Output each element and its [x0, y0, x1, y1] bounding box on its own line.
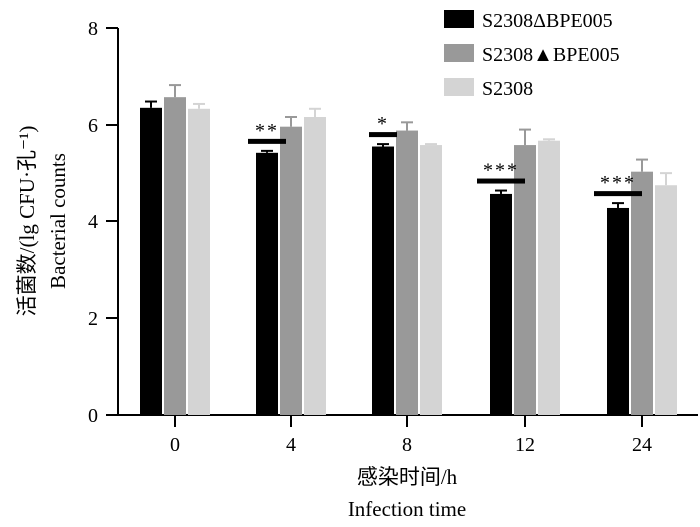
bar	[140, 107, 162, 415]
legend-swatch	[444, 78, 474, 96]
y-axis-title-cn: 活菌数/(lg CFU·孔⁻¹)	[15, 126, 39, 317]
legend: S2308ΔBPE005 S2308▲BPE005 S2308	[444, 10, 620, 100]
bar	[164, 97, 186, 416]
legend-label: S2308ΔBPE005	[482, 10, 613, 32]
bar	[607, 207, 629, 415]
bar	[304, 117, 326, 415]
y-tick-label: 6	[88, 115, 98, 137]
significance-label: **	[255, 120, 279, 142]
bar	[514, 145, 536, 415]
bar	[490, 193, 512, 415]
bar	[188, 108, 210, 415]
bar	[655, 185, 677, 415]
significance-bar	[248, 138, 286, 144]
x-tick-label: 12	[515, 434, 535, 456]
x-tick-label: 4	[286, 434, 296, 456]
x-tick-label: 0	[170, 434, 180, 456]
significance-bar	[477, 178, 525, 184]
x-ticks: 0 4 8 12 24	[170, 415, 652, 456]
legend-swatch	[444, 10, 474, 28]
bar	[280, 126, 302, 415]
significance-label: ***	[483, 160, 519, 182]
x-tick-label: 24	[632, 434, 652, 456]
legend-swatch	[444, 44, 474, 62]
y-tick-label: 2	[88, 308, 98, 330]
x-axis-title-en: Infection time	[348, 497, 466, 521]
bar	[396, 130, 418, 415]
significance-label: *	[377, 113, 389, 135]
y-axis-title-en: Bacterial counts	[46, 153, 70, 289]
legend-label: S2308	[482, 78, 533, 100]
y-ticks: 0 2 4 6 8	[88, 18, 118, 427]
bar	[420, 145, 442, 415]
significance-bar	[369, 132, 397, 138]
significance-bar	[594, 191, 642, 197]
significance-label: ***	[600, 172, 636, 194]
y-tick-label: 4	[88, 211, 98, 233]
x-axis-title-cn: 感染时间/h	[357, 465, 458, 489]
y-tick-label: 8	[88, 18, 98, 40]
bars	[140, 97, 677, 416]
error-bars	[145, 84, 672, 208]
significance-marks: ** *******	[248, 113, 642, 197]
bar	[631, 171, 653, 415]
y-tick-label: 0	[88, 405, 98, 427]
bar	[538, 140, 560, 415]
legend-label: S2308▲BPE005	[482, 44, 620, 66]
x-tick-label: 8	[402, 434, 412, 456]
bar	[372, 146, 394, 416]
bar	[256, 152, 278, 415]
